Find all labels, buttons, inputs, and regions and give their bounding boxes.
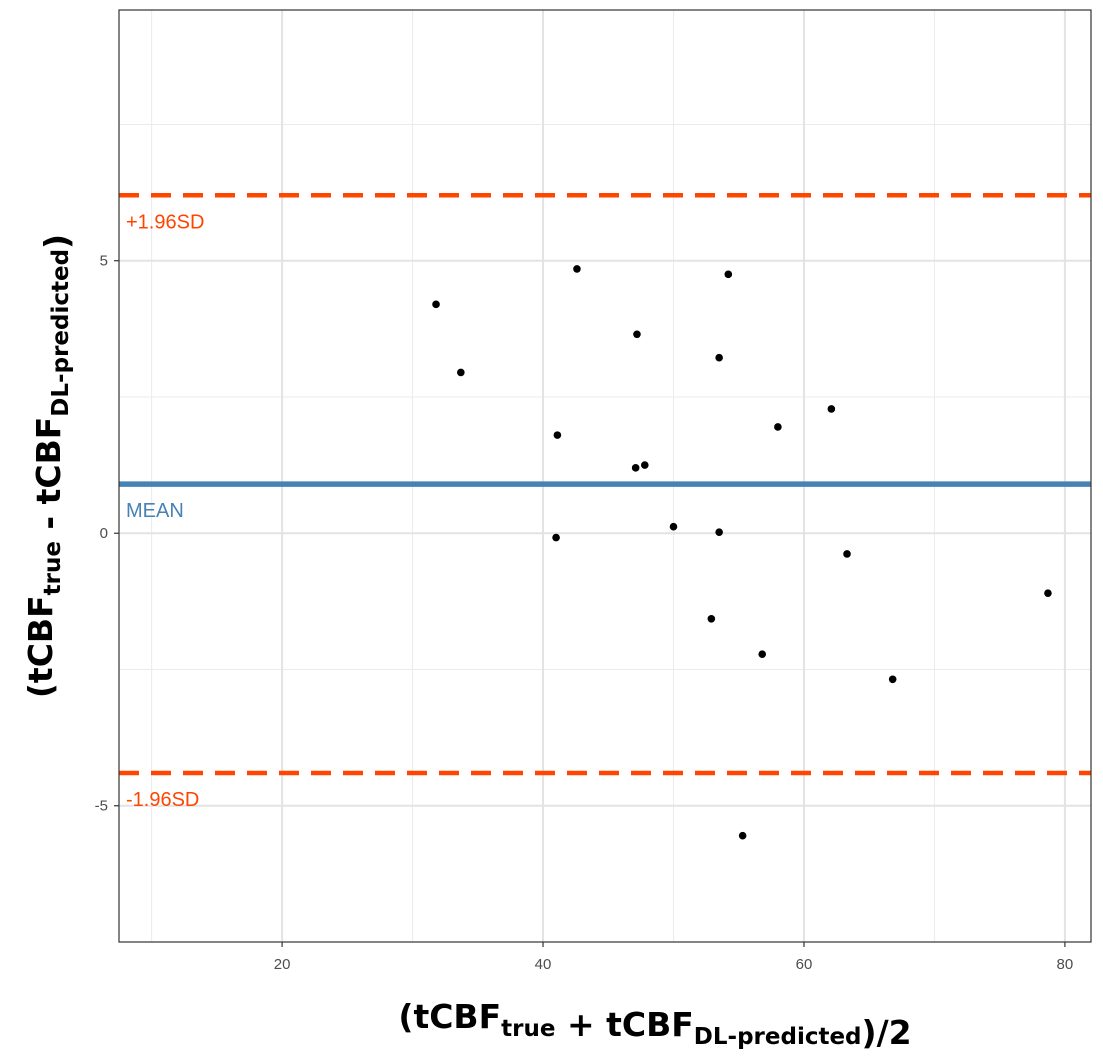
y-tick-label: 5 xyxy=(100,253,108,270)
data-point xyxy=(669,522,678,531)
x-tick-label: 80 xyxy=(1057,956,1074,973)
y-tick-label: -5 xyxy=(95,798,108,815)
axis-title-text: - tCBF xyxy=(29,417,68,541)
data-point xyxy=(457,368,465,377)
data-point xyxy=(724,270,733,279)
lower-reference-label: -1.96SD xyxy=(126,789,199,811)
axis-title-text: ) xyxy=(37,234,76,249)
x-axis-title: (tCBFtrue + tCBFDL-predicted)/2 xyxy=(398,997,911,1052)
plot-panel-border xyxy=(118,9,1092,943)
data-point xyxy=(631,464,640,472)
data-point xyxy=(715,353,723,362)
x-tick-label: 20 xyxy=(274,956,291,973)
axis-title-subscript: DL-predicted xyxy=(48,249,74,417)
x-tick-label: 40 xyxy=(535,956,552,973)
data-point xyxy=(1044,589,1052,597)
data-point xyxy=(715,528,723,536)
data-point xyxy=(843,550,851,558)
axis-title-text: + tCBF xyxy=(555,1005,693,1044)
data-point xyxy=(827,405,836,413)
y-tick-label: 0 xyxy=(100,525,108,542)
data-point xyxy=(758,650,767,659)
data-point xyxy=(888,675,897,684)
data-point xyxy=(707,614,716,623)
data-point xyxy=(432,300,440,309)
x-tick-label: 60 xyxy=(796,956,813,973)
reference-lines: +1.96SD MEAN -1.96SD xyxy=(119,193,1091,811)
data-point xyxy=(633,330,641,339)
axis-title-subscript: true xyxy=(40,541,66,595)
data-point xyxy=(640,461,649,469)
axis-title-text: (tCBF xyxy=(398,997,501,1036)
axis-title-text: (tCBF xyxy=(21,595,60,698)
axis-title-subscript: DL-predicted xyxy=(694,1024,862,1050)
axis-title-text: )/2 xyxy=(862,1013,912,1052)
data-point xyxy=(553,431,562,439)
axis-title-subscript: true xyxy=(501,1016,555,1042)
y-axis-title: (tCBFtrue - tCBFDL-predicted) xyxy=(21,234,76,698)
grid-lines xyxy=(119,10,1091,943)
mean-reference-label: MEAN xyxy=(126,500,184,522)
data-points xyxy=(432,265,1052,840)
axis-ticks: 20 40 60 80 -5 0 5 xyxy=(95,253,1074,973)
data-point xyxy=(774,423,782,431)
data-point xyxy=(552,533,560,542)
data-point xyxy=(573,265,581,273)
data-point xyxy=(738,831,747,840)
upper-reference-label: +1.96SD xyxy=(126,211,204,233)
